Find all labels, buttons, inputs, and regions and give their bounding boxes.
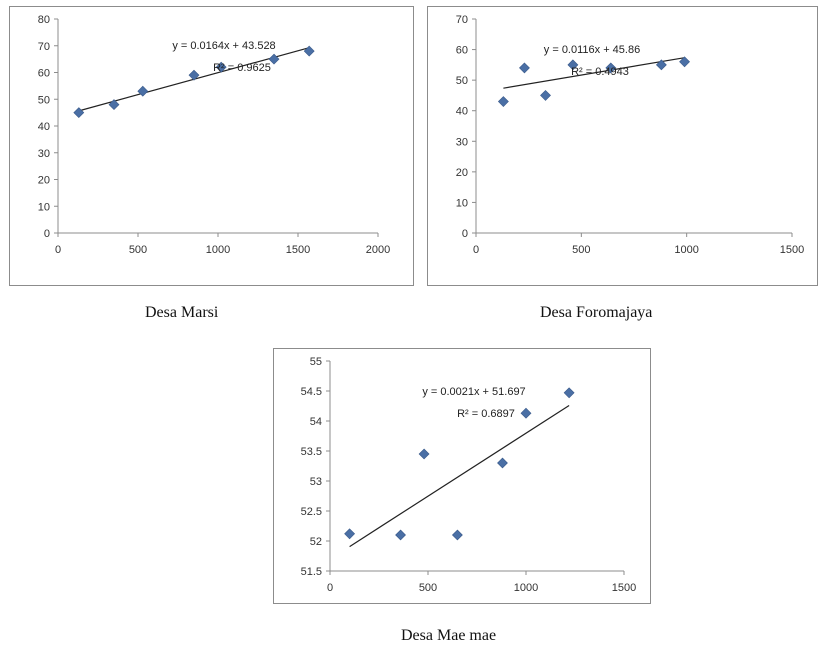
r-squared-label: R² = 0.9625 <box>213 62 271 74</box>
data-point <box>567 59 579 71</box>
data-point <box>395 529 406 541</box>
data-point <box>451 529 463 541</box>
y-tick-label: 0 <box>44 228 50 240</box>
data-point <box>303 45 315 57</box>
data-point <box>215 61 227 73</box>
x-tick-label: 1500 <box>612 582 636 594</box>
y-tick-label: 40 <box>38 121 50 133</box>
y-tick-label: 53 <box>310 476 322 488</box>
trendline-equation: y = 0.0164x + 43.528 <box>172 40 275 52</box>
chart-panel-maemae: 51.5 52 52.5 53 53.5 54 54.5 55 0 500 1000 1500 y = … <box>273 348 651 604</box>
chart-panel-foromajaya: 0 10 20 30 40 50 60 70 0 500 1000 1500 y = 0.0116x +… <box>427 6 818 286</box>
x-tick-label: 1500 <box>286 244 310 256</box>
x-tick-label: 2000 <box>366 244 390 256</box>
y-tick-label: 54.5 <box>301 386 322 398</box>
data-point <box>268 53 280 65</box>
chart-caption-foromajaya: Desa Foromajaya <box>540 304 653 321</box>
y-tick-label: 30 <box>456 136 468 148</box>
y-tick-label: 60 <box>456 45 468 57</box>
trendline <box>349 404 570 548</box>
data-point <box>679 56 690 68</box>
chart-caption-maemae: Desa Mae mae <box>401 627 497 644</box>
y-tick-label: 10 <box>38 201 50 213</box>
r-squared-label: R² = 0.6897 <box>457 408 515 420</box>
x-tick-label: 0 <box>473 244 479 256</box>
chart-foromajaya: 0 10 20 30 40 50 60 70 0 500 1000 1500 y = 0.0116x +… <box>456 14 804 256</box>
x-tick-label: 1000 <box>514 582 538 594</box>
x-tick-label: 500 <box>419 582 437 594</box>
y-tick-label: 51.5 <box>301 566 322 578</box>
data-point <box>497 457 508 469</box>
data-point <box>605 62 617 74</box>
y-tick-label: 60 <box>38 68 50 80</box>
chart-maemae: 51.5 52 52.5 53 53.5 54 54.5 55 0 500 1000 1500 y = … <box>301 356 637 594</box>
y-tick-label: 50 <box>38 94 50 106</box>
chart-caption-marsi: Desa Marsi <box>145 304 219 321</box>
trendline-equation: y = 0.0116x + 45.86 <box>544 44 640 56</box>
y-tick-label: 70 <box>456 14 468 26</box>
data-point <box>520 407 532 419</box>
data-point <box>519 62 530 74</box>
y-tick-label: 80 <box>38 14 50 26</box>
y-tick-label: 30 <box>38 148 50 160</box>
y-tick-label: 55 <box>310 356 322 368</box>
y-tick-label: 50 <box>456 75 468 87</box>
y-tick-label: 40 <box>456 106 468 118</box>
y-tick-label: 52 <box>310 536 322 548</box>
x-tick-label: 1500 <box>780 244 804 256</box>
y-tick-label: 0 <box>462 228 468 240</box>
x-tick-label: 1000 <box>206 244 230 256</box>
data-point <box>540 90 551 101</box>
chart-marsi: 0 10 20 30 40 50 60 70 80 0 500 1000 1500 2000 y = 0.0… <box>38 14 390 256</box>
data-point <box>73 107 85 119</box>
data-point <box>418 448 430 460</box>
y-tick-label: 70 <box>38 41 50 53</box>
x-tick-label: 0 <box>55 244 61 256</box>
y-tick-label: 54 <box>310 416 322 428</box>
x-tick-label: 0 <box>327 582 333 594</box>
data-point <box>108 99 120 111</box>
data-point <box>344 528 356 540</box>
data-point <box>188 69 200 81</box>
data-point <box>655 59 667 71</box>
y-tick-label: 20 <box>456 167 468 179</box>
data-point <box>137 85 149 97</box>
data-point <box>563 387 575 399</box>
r-squared-label: R² = 0.4943 <box>571 66 629 78</box>
x-tick-label: 1000 <box>674 244 698 256</box>
x-tick-label: 500 <box>129 244 147 256</box>
chart-panel-marsi: 0 10 20 30 40 50 60 70 80 0 500 1000 1500 2000 y = 0.0… <box>9 6 414 286</box>
y-tick-label: 10 <box>456 197 468 209</box>
x-tick-label: 500 <box>572 244 590 256</box>
y-tick-label: 20 <box>38 175 50 187</box>
trendline-equation: y = 0.0021x + 51.697 <box>422 386 525 398</box>
y-tick-label: 53.5 <box>301 446 322 458</box>
y-tick-label: 52.5 <box>301 506 322 518</box>
data-point <box>497 96 509 107</box>
trendline <box>503 57 685 89</box>
